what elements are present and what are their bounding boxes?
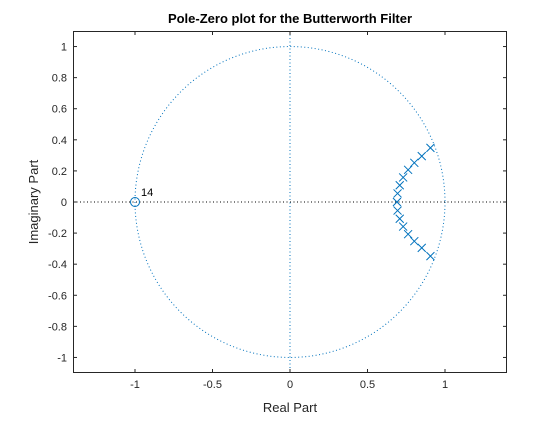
pole-marker [398, 222, 408, 231]
y-tick-label: 0 [61, 197, 67, 209]
pole-marker [417, 243, 427, 253]
x-tick-label: 1 [442, 379, 448, 391]
pole-marker [417, 151, 427, 161]
y-tick-label: 0.4 [52, 135, 67, 147]
y-tick-label: -0.6 [48, 290, 67, 302]
y-tick-label: 0.6 [52, 104, 67, 116]
pole-marker [398, 173, 408, 182]
zero-multiplicity-label: 14 [141, 187, 153, 199]
pole-marker [426, 143, 435, 153]
x-tick-label: 0.5 [360, 379, 375, 391]
pole-marker [426, 251, 435, 261]
y-tick-label: -0.4 [48, 259, 67, 271]
y-tick-label: 1 [61, 42, 67, 54]
pole-marker [395, 214, 405, 224]
y-tick-label: -0.8 [48, 321, 67, 333]
pole-marker [392, 197, 402, 207]
y-axis-label: Imaginary Part [26, 159, 41, 244]
y-tick-label: 0.2 [52, 166, 67, 178]
pole-marker [395, 180, 405, 190]
x-axis-label: Real Part [263, 400, 318, 415]
chart-title: Pole-Zero plot for the Butterworth Filte… [168, 11, 412, 26]
pole-marker [409, 236, 419, 246]
y-tick-label: -0.2 [48, 228, 67, 240]
x-tick-label: -0.5 [203, 379, 222, 391]
pole-marker [403, 229, 413, 239]
pole-marker [393, 206, 402, 215]
y-tick-label: -1 [57, 352, 67, 364]
pole-marker [403, 165, 413, 175]
y-tick-label: 0.8 [52, 73, 67, 85]
x-tick-label: -1 [130, 379, 140, 391]
pole-marker [393, 189, 402, 198]
zero-marker [130, 197, 140, 207]
pole-marker [409, 158, 419, 168]
x-tick-label: 0 [287, 379, 293, 391]
